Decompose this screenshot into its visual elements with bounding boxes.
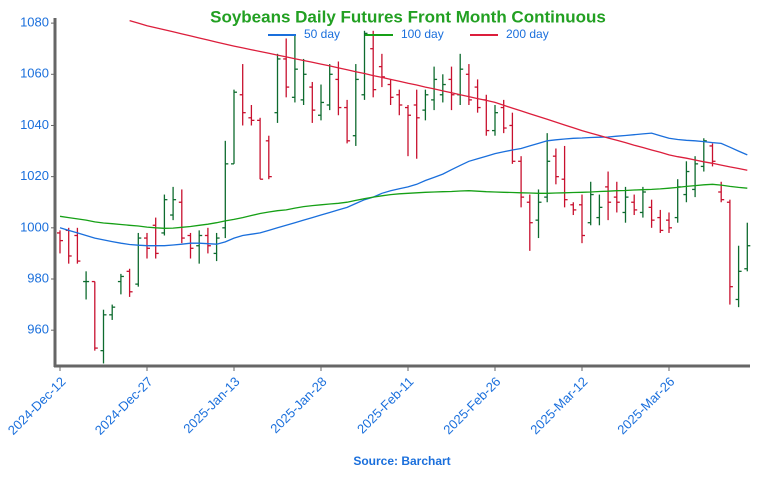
- y-tick-label: 960: [27, 322, 49, 337]
- x-tick-label: 2025-Jan-13: [180, 374, 242, 436]
- source: Source: Barchart: [353, 454, 450, 468]
- x-tick-label: 2025-Mar-26: [614, 374, 677, 437]
- x-tick-label: 2025-Jan-28: [267, 374, 329, 436]
- x-tick-label: 2025-Feb-26: [440, 374, 503, 437]
- legend-label: 200 day: [506, 27, 549, 41]
- x-tick-label: 2024-Dec-27: [92, 374, 156, 438]
- y-tick-label: 1040: [20, 117, 49, 132]
- y-tick-label: 1020: [20, 168, 49, 183]
- moving-average-line: [59, 183, 748, 229]
- x-tick-label: 2025-Feb-11: [354, 374, 417, 437]
- y-tick-label: 980: [27, 270, 49, 285]
- chart-title: Soybeans Daily Futures Front Month Conti…: [210, 7, 606, 26]
- legend-label: 50 day: [304, 27, 340, 41]
- x-tick-label: 2025-Mar-12: [527, 374, 590, 437]
- y-tick-label: 1060: [20, 66, 49, 81]
- moving-average-line: [129, 19, 748, 171]
- y-tick-label: 1080: [20, 15, 49, 30]
- moving-average-line: [59, 132, 748, 247]
- y-tick-label: 1000: [20, 219, 49, 234]
- x-tick-label: 2024-Dec-12: [5, 374, 69, 438]
- legend-label: 100 day: [401, 27, 444, 41]
